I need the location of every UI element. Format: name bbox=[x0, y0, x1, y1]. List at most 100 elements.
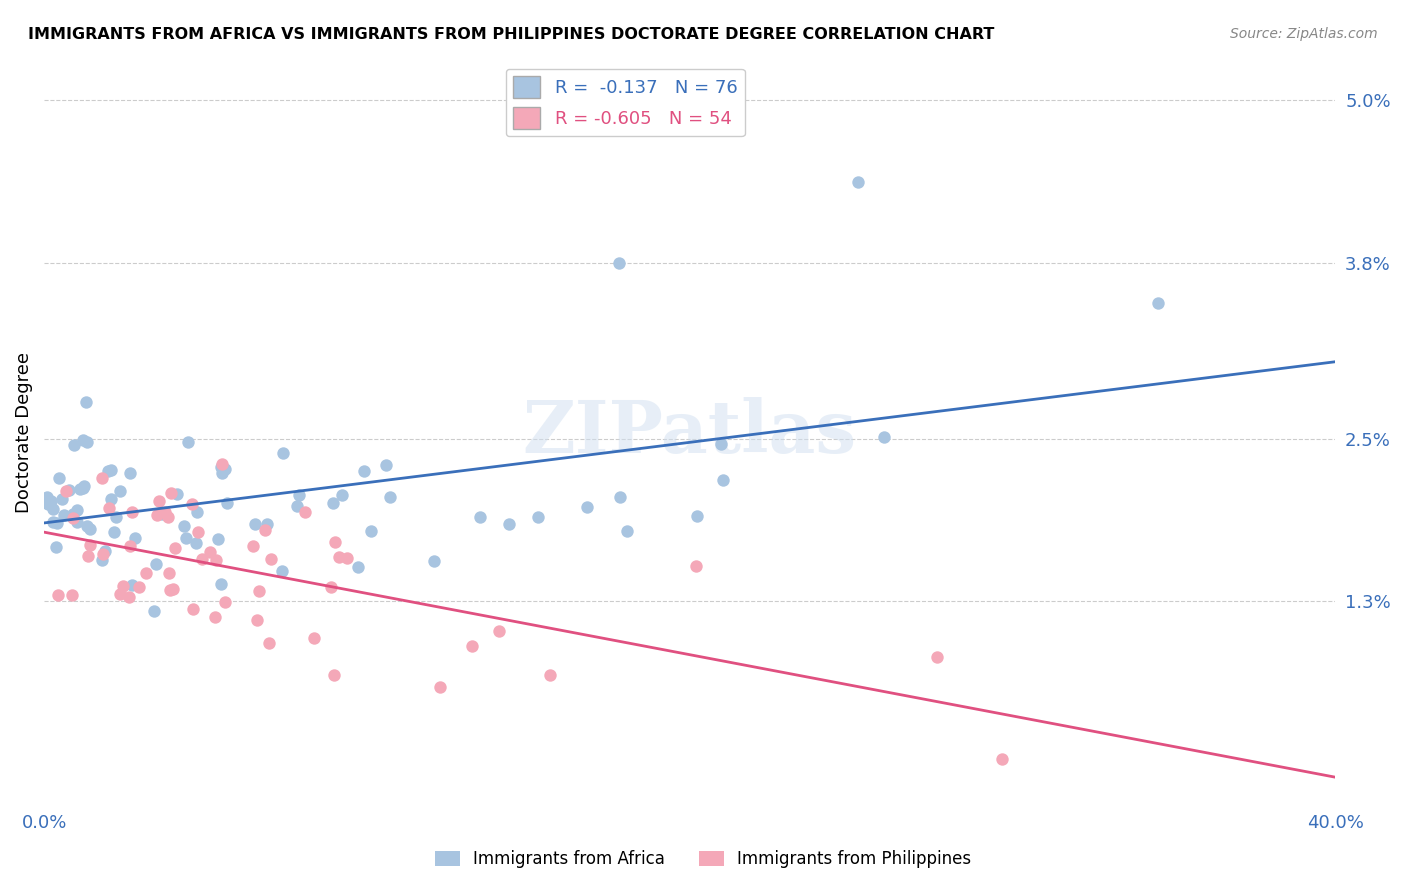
Point bbox=[271, 446, 294, 460]
Point bbox=[91, 547, 114, 561]
Point bbox=[60, 588, 83, 602]
Point bbox=[207, 532, 229, 546]
Point bbox=[121, 505, 143, 519]
Point bbox=[925, 649, 948, 664]
Point bbox=[173, 519, 195, 533]
Point bbox=[260, 552, 283, 566]
Point bbox=[58, 483, 80, 497]
Point bbox=[184, 535, 207, 549]
Point bbox=[685, 559, 707, 574]
Point bbox=[42, 502, 65, 516]
Point bbox=[488, 624, 510, 638]
Point bbox=[46, 516, 69, 531]
Point bbox=[76, 435, 98, 450]
Point bbox=[37, 497, 59, 511]
Point bbox=[121, 577, 143, 591]
Point bbox=[45, 540, 67, 554]
Point bbox=[846, 174, 869, 188]
Point bbox=[360, 524, 382, 539]
Point bbox=[145, 508, 167, 522]
Point bbox=[527, 509, 550, 524]
Point bbox=[607, 256, 630, 270]
Point bbox=[118, 466, 141, 480]
Point bbox=[91, 471, 114, 485]
Point bbox=[353, 464, 375, 478]
Point bbox=[247, 584, 270, 599]
Point bbox=[48, 471, 70, 485]
Point bbox=[159, 566, 181, 581]
Point bbox=[336, 551, 359, 566]
Point bbox=[148, 494, 170, 508]
Point bbox=[145, 557, 167, 571]
Point bbox=[97, 464, 120, 478]
Point bbox=[294, 505, 316, 519]
Legend: R =  -0.137   N = 76, R = -0.605   N = 54: R = -0.137 N = 76, R = -0.605 N = 54 bbox=[506, 69, 745, 136]
Point bbox=[204, 610, 226, 624]
Point bbox=[1147, 296, 1170, 310]
Point bbox=[872, 430, 894, 444]
Point bbox=[159, 583, 181, 598]
Point bbox=[242, 539, 264, 553]
Point bbox=[79, 522, 101, 536]
Point bbox=[73, 479, 96, 493]
Point bbox=[157, 509, 180, 524]
Point bbox=[160, 486, 183, 500]
Point bbox=[374, 458, 396, 472]
Point bbox=[62, 508, 84, 522]
Point bbox=[124, 531, 146, 545]
Point bbox=[79, 538, 101, 552]
Text: ZIPatlas: ZIPatlas bbox=[523, 397, 856, 467]
Point bbox=[37, 491, 59, 505]
Point bbox=[162, 582, 184, 596]
Point bbox=[461, 640, 484, 654]
Point bbox=[470, 510, 492, 524]
Point bbox=[686, 509, 709, 524]
Point bbox=[120, 539, 142, 553]
Point bbox=[110, 484, 132, 499]
Point bbox=[325, 534, 347, 549]
Point bbox=[254, 523, 277, 537]
Point bbox=[204, 553, 226, 567]
Point bbox=[378, 490, 401, 504]
Point bbox=[190, 552, 212, 566]
Point bbox=[91, 553, 114, 567]
Point bbox=[94, 543, 117, 558]
Point bbox=[186, 505, 208, 519]
Point bbox=[103, 524, 125, 539]
Point bbox=[181, 601, 204, 615]
Point bbox=[53, 508, 76, 523]
Point bbox=[46, 588, 69, 602]
Point bbox=[710, 437, 733, 451]
Point bbox=[243, 517, 266, 532]
Point bbox=[328, 550, 350, 565]
Point bbox=[128, 580, 150, 594]
Point bbox=[105, 510, 128, 524]
Point bbox=[322, 495, 344, 509]
Point bbox=[211, 467, 233, 481]
Point bbox=[214, 595, 236, 609]
Point bbox=[990, 752, 1012, 766]
Point bbox=[62, 438, 84, 452]
Text: Source: ZipAtlas.com: Source: ZipAtlas.com bbox=[1230, 27, 1378, 41]
Point bbox=[66, 502, 89, 516]
Point bbox=[100, 463, 122, 477]
Point bbox=[609, 490, 631, 504]
Point bbox=[347, 560, 370, 574]
Point bbox=[246, 613, 269, 627]
Point bbox=[76, 549, 98, 563]
Point bbox=[72, 481, 94, 495]
Point bbox=[177, 434, 200, 449]
Point bbox=[498, 517, 520, 532]
Point bbox=[142, 604, 165, 618]
Point bbox=[55, 484, 77, 499]
Point bbox=[163, 541, 186, 556]
Point bbox=[211, 457, 233, 471]
Point bbox=[51, 492, 73, 507]
Point bbox=[270, 564, 292, 578]
Point bbox=[302, 631, 325, 645]
Point bbox=[616, 524, 638, 538]
Point bbox=[110, 587, 132, 601]
Point bbox=[153, 505, 176, 519]
Text: IMMIGRANTS FROM AFRICA VS IMMIGRANTS FROM PHILIPPINES DOCTORATE DEGREE CORRELATI: IMMIGRANTS FROM AFRICA VS IMMIGRANTS FRO… bbox=[28, 27, 994, 42]
Point bbox=[100, 492, 122, 507]
